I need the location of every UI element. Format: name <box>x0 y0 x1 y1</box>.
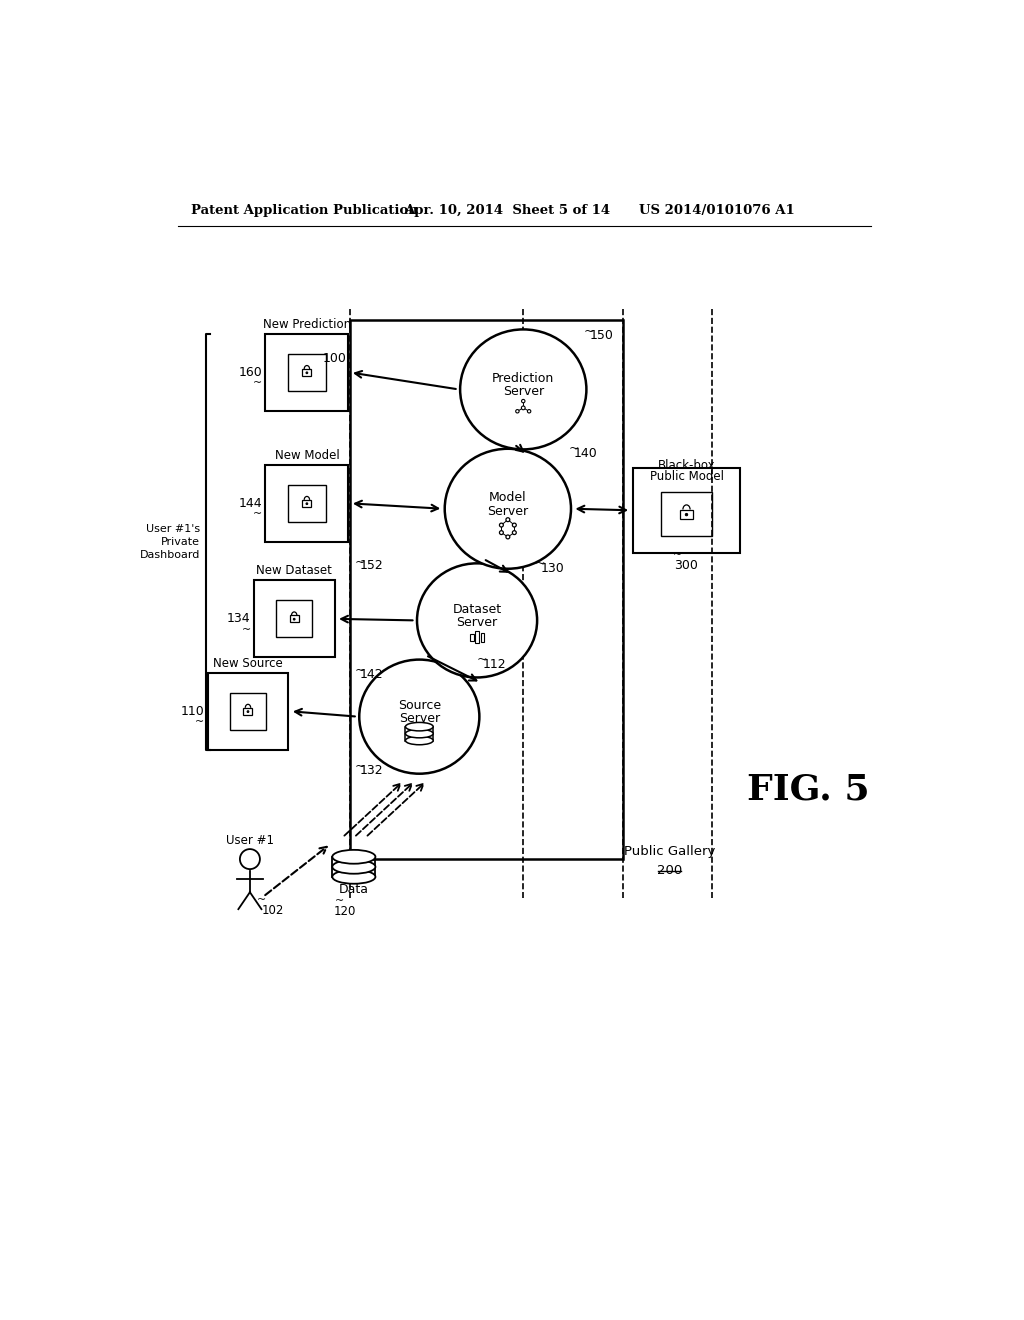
Text: 160: 160 <box>239 366 262 379</box>
Text: 140: 140 <box>574 446 598 459</box>
Ellipse shape <box>333 870 376 884</box>
Text: Public Model: Public Model <box>649 470 724 483</box>
Text: Apr. 10, 2014  Sheet 5 of 14: Apr. 10, 2014 Sheet 5 of 14 <box>403 205 610 218</box>
Bar <box>254 581 335 657</box>
Text: 144: 144 <box>239 496 262 510</box>
Text: ~: ~ <box>257 895 266 906</box>
Ellipse shape <box>333 859 376 874</box>
Text: New Model: New Model <box>274 449 339 462</box>
Text: 102: 102 <box>261 904 284 917</box>
Circle shape <box>512 531 516 535</box>
Text: ~: ~ <box>354 556 366 569</box>
Text: 110: 110 <box>180 705 205 718</box>
Bar <box>350 321 624 859</box>
Bar <box>288 484 326 521</box>
Bar <box>290 615 299 622</box>
Bar <box>208 673 289 750</box>
Text: ~: ~ <box>336 896 345 907</box>
Ellipse shape <box>417 564 538 677</box>
Text: 130: 130 <box>541 561 564 574</box>
Circle shape <box>527 409 530 413</box>
Text: Server: Server <box>487 504 528 517</box>
Circle shape <box>516 409 519 413</box>
Text: US 2014/0101076 A1: US 2014/0101076 A1 <box>639 205 795 218</box>
Text: ~: ~ <box>673 550 682 560</box>
Bar <box>480 632 484 642</box>
Text: User #1's
Private
Dashboard: User #1's Private Dashboard <box>139 524 200 560</box>
Text: Server: Server <box>457 616 498 630</box>
Ellipse shape <box>333 850 376 863</box>
Text: Dataset: Dataset <box>453 603 502 616</box>
Ellipse shape <box>406 730 433 738</box>
Text: 100: 100 <box>323 352 347 366</box>
Ellipse shape <box>460 330 587 449</box>
Circle shape <box>685 513 688 516</box>
Circle shape <box>293 618 295 620</box>
Text: New Prediction: New Prediction <box>263 318 351 331</box>
Text: FIG. 5: FIG. 5 <box>746 772 869 807</box>
Text: ~: ~ <box>253 510 262 519</box>
Text: Source: Source <box>397 700 441 713</box>
Text: ~: ~ <box>535 557 546 570</box>
Bar <box>265 465 348 543</box>
Text: ~: ~ <box>354 760 366 774</box>
Ellipse shape <box>359 660 479 774</box>
Circle shape <box>521 400 525 403</box>
Bar <box>470 634 473 640</box>
Text: New Dataset: New Dataset <box>256 564 332 577</box>
Text: 134: 134 <box>227 612 251 626</box>
Text: ~: ~ <box>568 442 580 455</box>
Text: Patent Application Publication: Patent Application Publication <box>190 205 418 218</box>
Text: ~: ~ <box>242 624 251 635</box>
Text: Server: Server <box>503 385 544 399</box>
Text: Black-box: Black-box <box>657 459 716 471</box>
Ellipse shape <box>444 449 571 569</box>
Bar <box>302 500 311 507</box>
Text: ~: ~ <box>253 379 262 388</box>
Text: ~: ~ <box>477 653 487 667</box>
Circle shape <box>500 523 504 527</box>
Bar <box>660 492 713 536</box>
Text: Public Gallery: Public Gallery <box>624 845 715 858</box>
Circle shape <box>306 503 308 504</box>
Text: User #1: User #1 <box>226 834 273 847</box>
Text: 150: 150 <box>590 329 613 342</box>
Circle shape <box>506 517 510 521</box>
Text: 152: 152 <box>359 560 383 573</box>
Text: ~: ~ <box>354 664 366 677</box>
Bar <box>265 334 348 411</box>
Bar <box>475 631 479 643</box>
Ellipse shape <box>406 737 433 744</box>
Bar <box>681 510 692 519</box>
Bar <box>244 708 253 714</box>
Text: 112: 112 <box>482 657 506 671</box>
Bar <box>302 370 311 376</box>
Text: 200: 200 <box>657 863 682 876</box>
Bar <box>288 354 326 391</box>
Text: Data: Data <box>339 883 369 896</box>
Circle shape <box>500 531 504 535</box>
Circle shape <box>240 849 260 869</box>
Bar <box>276 601 312 638</box>
Bar <box>229 693 266 730</box>
Text: 132: 132 <box>359 764 383 777</box>
Text: Model: Model <box>489 491 526 504</box>
Bar <box>633 469 740 553</box>
Ellipse shape <box>406 722 433 731</box>
Text: Prediction: Prediction <box>493 372 554 385</box>
Text: New Source: New Source <box>213 656 283 669</box>
Text: 300: 300 <box>675 558 698 572</box>
Circle shape <box>521 407 525 409</box>
Circle shape <box>512 523 516 527</box>
Circle shape <box>306 372 308 374</box>
Text: Server: Server <box>398 713 440 726</box>
Circle shape <box>247 710 249 713</box>
Text: 142: 142 <box>359 668 383 681</box>
Text: ~: ~ <box>584 325 595 338</box>
Text: 120: 120 <box>334 906 355 919</box>
Text: ~: ~ <box>196 717 205 727</box>
Circle shape <box>506 535 510 539</box>
